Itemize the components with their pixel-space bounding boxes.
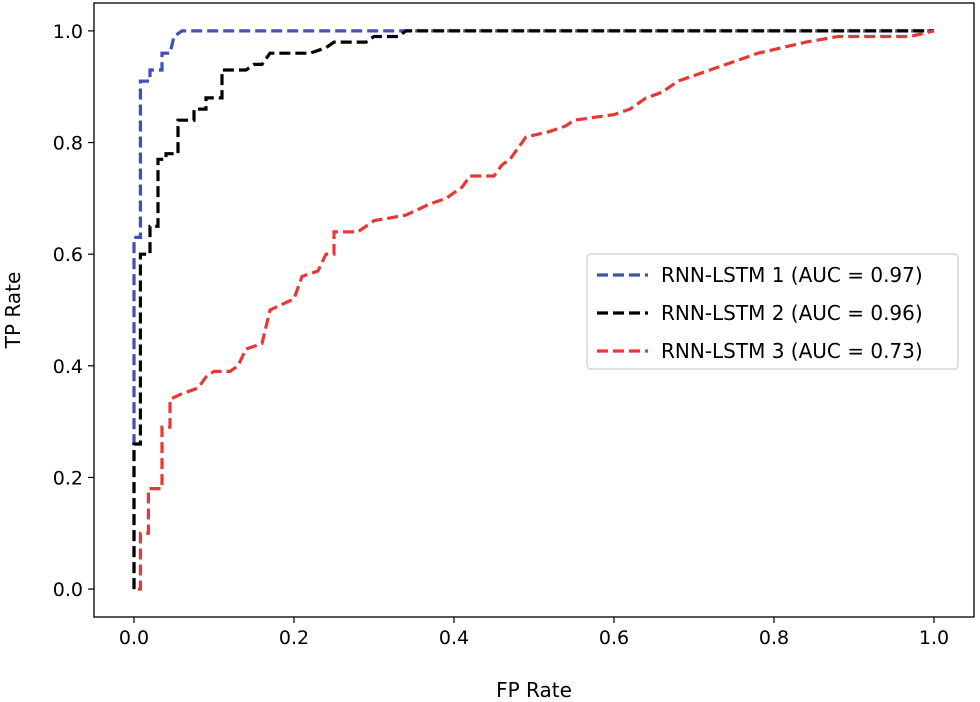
plot-frame (93, 2, 975, 618)
legend-box (586, 253, 959, 370)
x-tick-label: 0.2 (279, 627, 309, 649)
legend-label-1: RNN-LSTM 1 (AUC = 0.97) (661, 263, 923, 287)
x-tick-label: 0.4 (439, 627, 469, 649)
y-tick-label: 0.2 (53, 467, 83, 489)
y-tick-label: 0.4 (53, 356, 83, 378)
y-axis-ticks: 0.0 0.2 0.4 0.6 0.8 1.0 (53, 21, 94, 601)
x-tick-label: 0.0 (119, 627, 149, 649)
series-line-3 (138, 29, 935, 591)
y-tick-label: 1.0 (53, 21, 83, 43)
y-tick-label: 0.0 (53, 579, 83, 601)
x-tick-label: 0.8 (759, 627, 789, 649)
y-tick-label: 0.8 (53, 133, 83, 155)
x-tick-label: 0.6 (599, 627, 629, 649)
x-tick-label: 1.0 (919, 627, 949, 649)
y-tick-label: 0.6 (53, 244, 83, 266)
legend-label-3: RNN-LSTM 3 (AUC = 0.73) (661, 339, 923, 363)
series-layer (132, 29, 935, 591)
x-axis-ticks: 0.0 0.2 0.4 0.6 0.8 1.0 (119, 617, 949, 649)
series-line-2 (132, 29, 934, 590)
y-axis-label: TP Rate (1, 272, 25, 350)
legend-label-2: RNN-LSTM 2 (AUC = 0.96) (661, 301, 923, 325)
legend: RNN-LSTM 1 (AUC = 0.97) RNN-LSTM 2 (AUC =… (586, 253, 959, 370)
x-axis-label: FP Rate (496, 678, 572, 702)
series-line-1 (132, 29, 934, 590)
